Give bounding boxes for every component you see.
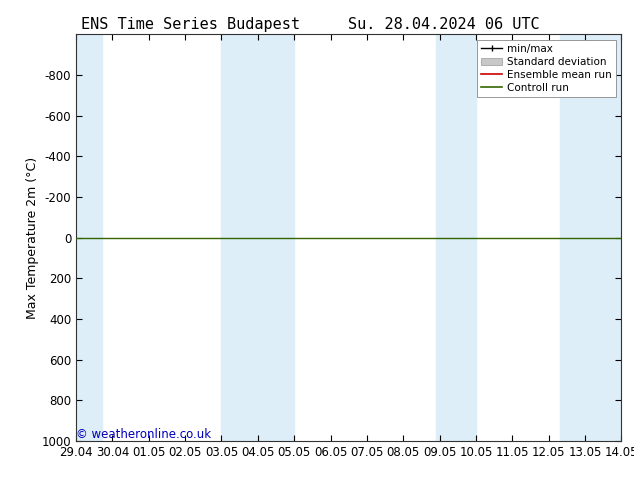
Text: © weatheronline.co.uk: © weatheronline.co.uk: [77, 428, 212, 441]
Text: Su. 28.04.2024 06 UTC: Su. 28.04.2024 06 UTC: [348, 17, 540, 32]
Bar: [221, 34, 294, 441]
Bar: [436, 34, 476, 441]
Bar: [72, 34, 101, 441]
Bar: [560, 34, 625, 441]
Text: ENS Time Series Budapest: ENS Time Series Budapest: [81, 17, 300, 32]
Legend: min/max, Standard deviation, Ensemble mean run, Controll run: min/max, Standard deviation, Ensemble me…: [477, 40, 616, 97]
Y-axis label: Max Temperature 2m (°C): Max Temperature 2m (°C): [26, 157, 39, 318]
